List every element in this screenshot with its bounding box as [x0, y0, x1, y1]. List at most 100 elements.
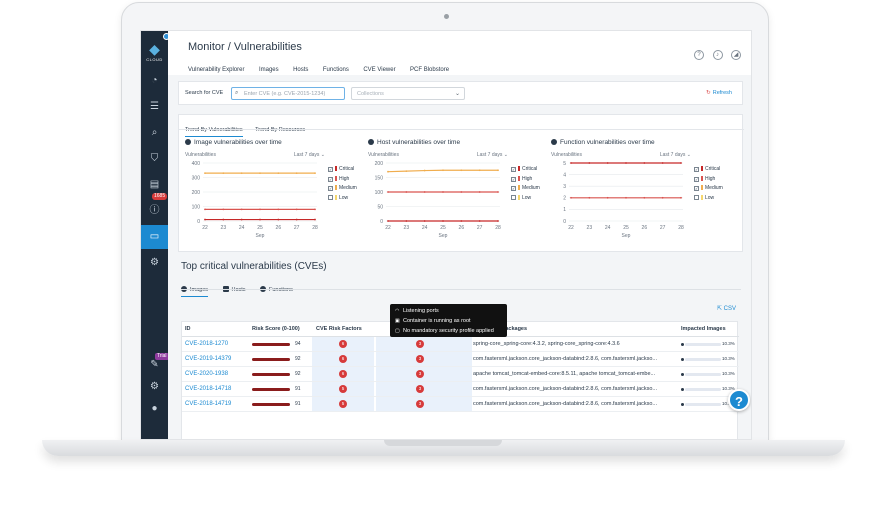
- col-id[interactable]: ID: [185, 326, 191, 332]
- data-point[interactable]: [259, 218, 261, 221]
- risk-factor-count-badge[interactable]: 5: [339, 385, 347, 393]
- data-point[interactable]: [295, 208, 298, 211]
- data-point[interactable]: [240, 172, 243, 175]
- legend-item-medium[interactable]: ✓ Medium: [328, 184, 357, 194]
- col-impacted-images[interactable]: Impacted Images: [681, 326, 726, 332]
- tab-functions[interactable]: Functions: [322, 67, 349, 73]
- cve-id-link[interactable]: CVE-2018-14718: [185, 386, 232, 392]
- data-point[interactable]: [222, 218, 225, 221]
- data-point[interactable]: [460, 169, 463, 172]
- sidebar-item-defend[interactable]: ⛉: [141, 147, 168, 171]
- risk-factor-count-badge[interactable]: 6: [339, 355, 347, 363]
- legend-checkbox[interactable]: ✓: [694, 167, 699, 172]
- data-point[interactable]: [314, 218, 316, 221]
- cve-id-link[interactable]: CVE-2020-1938: [185, 371, 229, 377]
- data-point[interactable]: [661, 196, 664, 199]
- data-point[interactable]: [222, 208, 225, 211]
- app-logo[interactable]: ◆ CLOUD: [145, 41, 164, 67]
- table-row[interactable]: CVE-2019-14379 92 6 3 com.fasterxml.jackson.…: [182, 352, 739, 367]
- legend-checkbox[interactable]: [694, 194, 699, 200]
- tab-cve-hosts[interactable]: Hosts: [222, 286, 246, 296]
- tab-pcf-blobstore[interactable]: PCF Blobstore: [410, 67, 450, 73]
- legend-item-medium[interactable]: ✓ Medium: [694, 184, 723, 194]
- data-point[interactable]: [680, 196, 682, 199]
- data-point[interactable]: [405, 220, 408, 222]
- csv-export-button[interactable]: ⇱ CSV: [717, 305, 736, 312]
- data-point[interactable]: [643, 196, 646, 199]
- risk-factor-count-badge[interactable]: 3: [416, 400, 424, 408]
- refresh-button[interactable]: ↻ Refresh: [706, 90, 732, 96]
- bell-icon[interactable]: ♪: [712, 50, 723, 60]
- data-point[interactable]: [460, 191, 463, 193]
- tab-cve-viewer[interactable]: CVE Viewer: [363, 67, 396, 73]
- legend-checkbox[interactable]: ✓: [328, 176, 333, 182]
- risk-factor-count-badge[interactable]: 6: [339, 340, 347, 348]
- help-icon[interactable]: ?: [694, 50, 705, 60]
- data-point[interactable]: [570, 196, 572, 199]
- data-point[interactable]: [606, 162, 609, 164]
- sidebar-item-settings[interactable]: ⚙: [141, 375, 168, 399]
- data-point[interactable]: [478, 191, 481, 193]
- data-point[interactable]: [277, 172, 280, 175]
- legend-checkbox[interactable]: ✓: [694, 186, 699, 191]
- period-select[interactable]: Last 7 days ⌄: [293, 152, 325, 158]
- col-risk-factors[interactable]: CVE Risk Factors: [316, 326, 362, 332]
- legend-item-high[interactable]: ✓ High: [511, 175, 540, 185]
- legend-item-critical[interactable]: ✓ Critical: [511, 165, 540, 175]
- cve-id-link[interactable]: CVE-2019-14379: [185, 356, 232, 362]
- help-button[interactable]: ?: [728, 389, 750, 411]
- legend-checkbox[interactable]: ✓: [511, 186, 516, 191]
- legend-item-low[interactable]: Low: [694, 194, 723, 204]
- data-point[interactable]: [314, 208, 316, 211]
- sidebar-item-alerts[interactable]: ⓘ: [141, 199, 168, 223]
- risk-factor-count-badge[interactable]: 5: [339, 400, 347, 408]
- data-point[interactable]: [625, 162, 627, 164]
- data-point[interactable]: [478, 169, 481, 172]
- data-point[interactable]: [588, 196, 591, 199]
- data-point[interactable]: [222, 172, 225, 175]
- data-point[interactable]: [240, 208, 243, 211]
- data-point[interactable]: [314, 172, 316, 175]
- table-row[interactable]: CVE-2020-1938 92 6 3 apache tomcat_tomcat-em…: [182, 367, 739, 382]
- data-point[interactable]: [387, 170, 389, 173]
- table-row[interactable]: CVE-2018-1270 94 6 3 spring-core_spring-core…: [182, 337, 739, 352]
- sidebar-item-trial[interactable]: ✎: [141, 353, 168, 377]
- data-point[interactable]: [442, 169, 444, 172]
- table-row[interactable]: CVE-2018-14719 91 5 3 com.fasterxml.jackson.…: [182, 397, 739, 412]
- data-point[interactable]: [387, 191, 389, 193]
- tab-cve-images[interactable]: Images: [181, 286, 209, 297]
- data-point[interactable]: [423, 169, 426, 172]
- sidebar-item-compliance[interactable]: ▤: [141, 173, 168, 197]
- col-risk-score[interactable]: Risk Score (0-100): [252, 326, 300, 332]
- data-point[interactable]: [387, 220, 389, 222]
- sidebar-item-list[interactable]: ☰: [141, 95, 168, 119]
- data-point[interactable]: [643, 162, 646, 164]
- data-point[interactable]: [259, 172, 261, 175]
- data-point[interactable]: [295, 218, 298, 221]
- data-point[interactable]: [405, 191, 408, 193]
- tab-trend-by-resources[interactable]: Trend By Resources: [255, 127, 306, 133]
- table-row[interactable]: CVE-2018-14718 91 5 3 com.fasterxml.jackson.…: [182, 382, 739, 397]
- data-point[interactable]: [423, 191, 426, 193]
- legend-item-low[interactable]: Low: [328, 194, 357, 204]
- sidebar-item-search[interactable]: ⌕: [141, 121, 168, 145]
- legend-item-critical[interactable]: ✓ Critical: [694, 165, 723, 175]
- data-point[interactable]: [277, 218, 280, 221]
- legend-checkbox[interactable]: ✓: [511, 167, 516, 172]
- legend-item-high[interactable]: ✓ High: [694, 175, 723, 185]
- sidebar-item-radar[interactable]: ◔: [141, 69, 168, 93]
- data-point[interactable]: [204, 208, 206, 211]
- cve-id-link[interactable]: CVE-2018-14719: [185, 401, 232, 407]
- risk-factor-count-badge[interactable]: 3: [416, 385, 424, 393]
- risk-factor-count-badge[interactable]: 3: [416, 370, 424, 378]
- period-select[interactable]: Last 7 days ⌄: [476, 152, 508, 158]
- legend-item-medium[interactable]: ✓ Medium: [511, 184, 540, 194]
- data-point[interactable]: [277, 208, 280, 211]
- sidebar-item-monitor[interactable]: ▭: [141, 225, 168, 249]
- risk-factor-count-badge[interactable]: 6: [339, 370, 347, 378]
- tab-hosts[interactable]: Hosts: [293, 67, 309, 73]
- data-point[interactable]: [204, 218, 206, 221]
- data-point[interactable]: [661, 162, 664, 164]
- data-point[interactable]: [680, 162, 682, 164]
- legend-checkbox[interactable]: [511, 194, 516, 200]
